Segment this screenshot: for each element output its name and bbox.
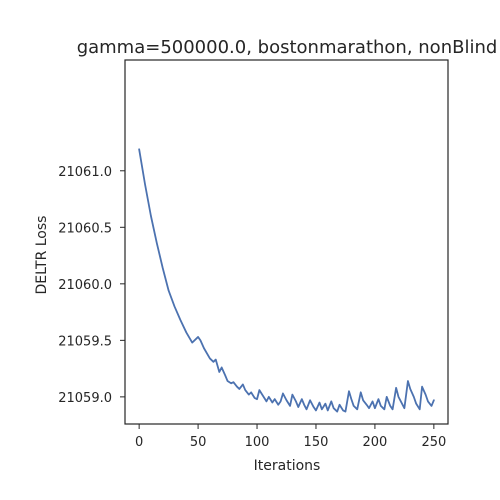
y-tick-label: 21060.5 (58, 221, 112, 236)
y-tick-label: 21059.0 (58, 391, 112, 406)
x-tick-label: 50 (190, 435, 207, 450)
plot-frame (124, 59, 449, 425)
x-tick-label: 150 (304, 435, 329, 450)
y-axis-ticks: 21059.0 21059.5 21060.0 21060.5 21061.0 (58, 165, 125, 406)
x-axis-label: Iterations (254, 458, 321, 474)
y-tick-label: 21061.0 (58, 165, 112, 180)
chart-series (138, 148, 435, 413)
x-axis-ticks: 0 50 100 150 200 250 (135, 424, 446, 450)
y-tick-label: 21060.0 (58, 278, 112, 293)
x-tick-label: 250 (421, 435, 446, 450)
y-axis-label: DELTR Loss (34, 216, 50, 295)
x-tick-label: 200 (362, 435, 387, 450)
x-tick-label: 0 (135, 435, 143, 450)
series-line (138, 148, 435, 413)
y-tick-label: 21059.5 (58, 334, 112, 349)
x-tick-label: 100 (245, 435, 270, 450)
chart-title: gamma=500000.0, bostonmarathon, nonBlind (77, 37, 498, 58)
